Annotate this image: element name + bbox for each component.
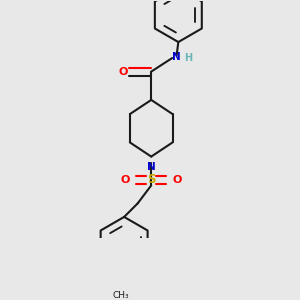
Text: CH₃: CH₃ xyxy=(112,291,129,300)
Text: N: N xyxy=(172,52,181,62)
Text: S: S xyxy=(147,173,155,187)
Text: H: H xyxy=(184,53,192,63)
Text: O: O xyxy=(121,175,130,185)
Text: O: O xyxy=(119,67,128,76)
Text: O: O xyxy=(172,175,182,185)
Text: N: N xyxy=(147,162,156,172)
